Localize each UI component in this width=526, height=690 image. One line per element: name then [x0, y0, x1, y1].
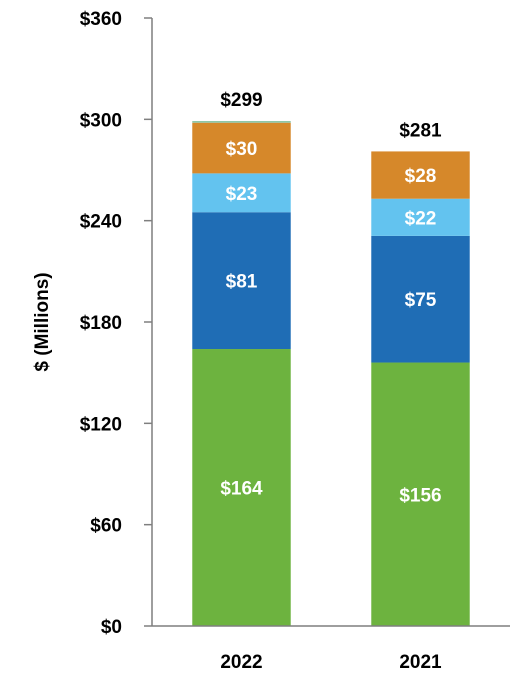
data-label: $30	[226, 139, 258, 160]
bars: $164 $81 $23 $30 $299 $156 $75 $22 $28 $281	[192, 90, 470, 626]
data-label: $23	[226, 184, 258, 205]
bar-segment	[192, 121, 291, 123]
bar-segment	[371, 151, 470, 199]
y-axis-label: $ (Millions)	[32, 272, 53, 371]
bar-segment	[371, 362, 470, 626]
y-tick-label: $120	[80, 414, 122, 435]
bar-segment	[192, 349, 291, 626]
data-label: $156	[399, 485, 441, 506]
total-label: $281	[399, 120, 442, 141]
data-label: $75	[405, 290, 437, 311]
total-label: $299	[220, 90, 262, 111]
bar-segment	[192, 173, 291, 213]
data-label: $164	[220, 479, 263, 500]
bar-segment	[192, 122, 291, 174]
bar-segment	[192, 212, 291, 350]
y-tick-label: $180	[80, 313, 122, 334]
data-label: $81	[226, 272, 258, 293]
x-tick-label: 2021	[399, 652, 442, 673]
y-tick-label: $300	[80, 110, 122, 131]
x-tick-label: 2022	[220, 652, 262, 673]
x-axis: 2022 2021	[152, 625, 510, 673]
y-axis: $0 $60 $120 $180 $240 $300 $360	[80, 9, 153, 638]
y-tick-label: $360	[80, 9, 122, 30]
bar-segment	[371, 235, 470, 363]
data-label: $28	[405, 166, 437, 187]
y-tick-label: $60	[90, 516, 122, 537]
data-label: $22	[405, 208, 437, 229]
bar-segment	[371, 198, 470, 236]
y-tick-label: $0	[101, 617, 122, 638]
y-tick-label: $240	[80, 212, 122, 233]
